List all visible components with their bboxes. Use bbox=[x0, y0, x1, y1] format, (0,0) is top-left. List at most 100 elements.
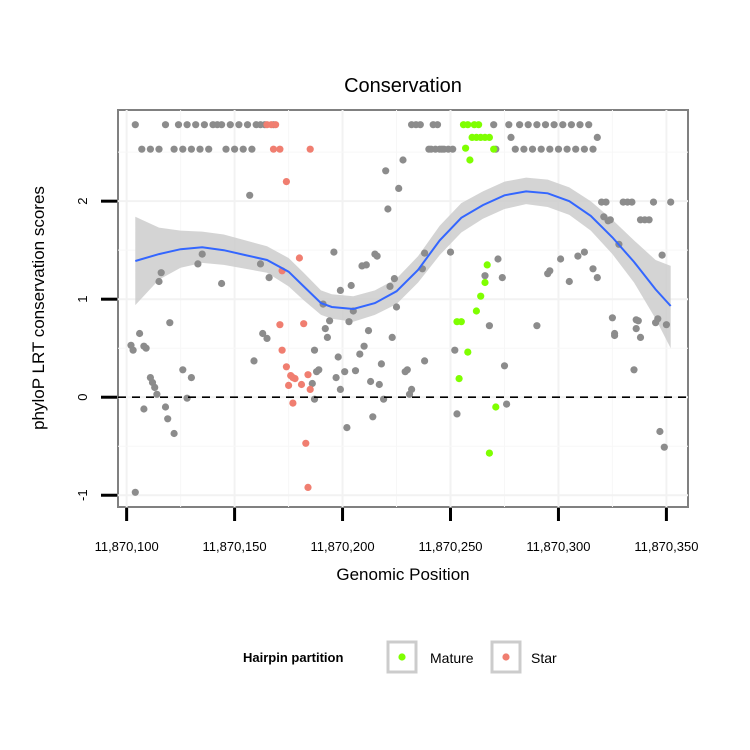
point-other bbox=[574, 252, 582, 260]
confidence-band bbox=[135, 177, 671, 349]
x-axis: 11,870,100 11,870,150 11,870,200 11,870,250… bbox=[95, 508, 698, 554]
legend: Hairpin partition Mature Star bbox=[243, 640, 557, 674]
y-axis-label: phyloP LRT conservation scores bbox=[29, 186, 48, 430]
point-other bbox=[557, 255, 565, 263]
point-other bbox=[205, 145, 213, 153]
point-star bbox=[300, 320, 308, 328]
point-other bbox=[524, 121, 532, 129]
point-other bbox=[161, 403, 170, 411]
x-tick-label: 11,870,100 bbox=[95, 539, 159, 554]
point-other bbox=[347, 281, 355, 290]
point-other bbox=[164, 415, 172, 423]
point-other bbox=[388, 333, 396, 341]
point-other bbox=[667, 198, 675, 206]
point-other bbox=[537, 145, 545, 153]
point-other bbox=[131, 488, 139, 496]
point-star bbox=[291, 375, 299, 383]
point-other bbox=[611, 331, 619, 340]
point-other bbox=[505, 121, 513, 129]
point-other bbox=[593, 274, 601, 282]
point-mature bbox=[481, 278, 489, 287]
point-other bbox=[332, 374, 340, 382]
point-other bbox=[326, 317, 334, 325]
point-other bbox=[226, 121, 234, 129]
point-other bbox=[606, 216, 614, 224]
point-star bbox=[269, 145, 278, 153]
point-other bbox=[351, 367, 360, 375]
point-other bbox=[183, 394, 191, 402]
point-mature bbox=[492, 403, 500, 411]
point-star bbox=[289, 399, 297, 407]
point-other bbox=[628, 198, 636, 206]
point-other bbox=[421, 357, 429, 365]
point-other bbox=[403, 366, 411, 374]
legend-label-mature: Mature bbox=[430, 650, 474, 666]
point-other bbox=[580, 145, 589, 153]
point-other bbox=[550, 121, 558, 129]
point-mature bbox=[472, 307, 480, 315]
point-other bbox=[541, 121, 550, 129]
point-other bbox=[200, 121, 208, 129]
x-tick-label: 11,870,300 bbox=[526, 539, 590, 554]
point-other bbox=[187, 374, 195, 382]
point-other bbox=[192, 121, 200, 129]
point-other bbox=[554, 145, 563, 153]
point-other bbox=[662, 321, 671, 329]
point-other bbox=[170, 145, 178, 153]
point-other bbox=[248, 145, 256, 153]
legend-dot-star bbox=[502, 653, 510, 661]
point-other bbox=[161, 121, 170, 129]
point-other bbox=[179, 366, 187, 374]
point-other bbox=[250, 357, 258, 365]
point-other bbox=[563, 145, 571, 153]
point-other bbox=[362, 261, 370, 269]
point-mature bbox=[483, 261, 491, 269]
x-tick-label: 11,870,250 bbox=[418, 539, 482, 554]
point-other bbox=[174, 121, 183, 129]
point-mature bbox=[477, 292, 485, 300]
point-other bbox=[157, 269, 165, 277]
point-other bbox=[315, 366, 323, 374]
confidence-band-area bbox=[135, 177, 671, 349]
point-mature bbox=[459, 121, 468, 129]
point-other bbox=[222, 145, 230, 153]
point-star bbox=[306, 385, 314, 393]
point-other bbox=[485, 322, 493, 330]
point-star bbox=[272, 121, 280, 129]
point-other bbox=[390, 275, 398, 283]
point-other bbox=[451, 346, 459, 354]
point-other bbox=[138, 145, 146, 153]
point-other bbox=[146, 145, 154, 153]
point-other bbox=[239, 145, 247, 153]
point-other bbox=[490, 121, 498, 129]
point-other bbox=[656, 427, 664, 436]
point-other bbox=[263, 334, 271, 342]
point-other bbox=[140, 405, 148, 413]
point-other bbox=[630, 366, 638, 374]
legend-label-star: Star bbox=[531, 650, 557, 666]
point-other bbox=[446, 248, 455, 256]
point-other bbox=[589, 265, 597, 273]
point-other bbox=[421, 249, 429, 257]
point-star bbox=[282, 363, 290, 371]
point-other bbox=[520, 145, 528, 153]
point-other bbox=[572, 145, 580, 153]
point-other bbox=[187, 145, 195, 153]
point-other bbox=[632, 325, 640, 333]
point-other bbox=[382, 167, 390, 175]
point-other bbox=[511, 145, 519, 153]
point-other bbox=[580, 248, 589, 256]
point-other bbox=[602, 198, 610, 206]
point-other bbox=[589, 145, 597, 153]
point-other bbox=[235, 121, 243, 129]
point-other bbox=[377, 360, 385, 368]
point-other bbox=[330, 248, 338, 256]
point-mature bbox=[455, 375, 463, 383]
point-other bbox=[129, 346, 137, 354]
smooth-curve bbox=[135, 190, 672, 311]
point-other bbox=[194, 260, 202, 268]
point-other bbox=[528, 145, 537, 153]
point-other bbox=[336, 286, 344, 294]
legend-dot-mature bbox=[398, 653, 406, 661]
x-tick-label: 11,870,200 bbox=[310, 539, 374, 554]
